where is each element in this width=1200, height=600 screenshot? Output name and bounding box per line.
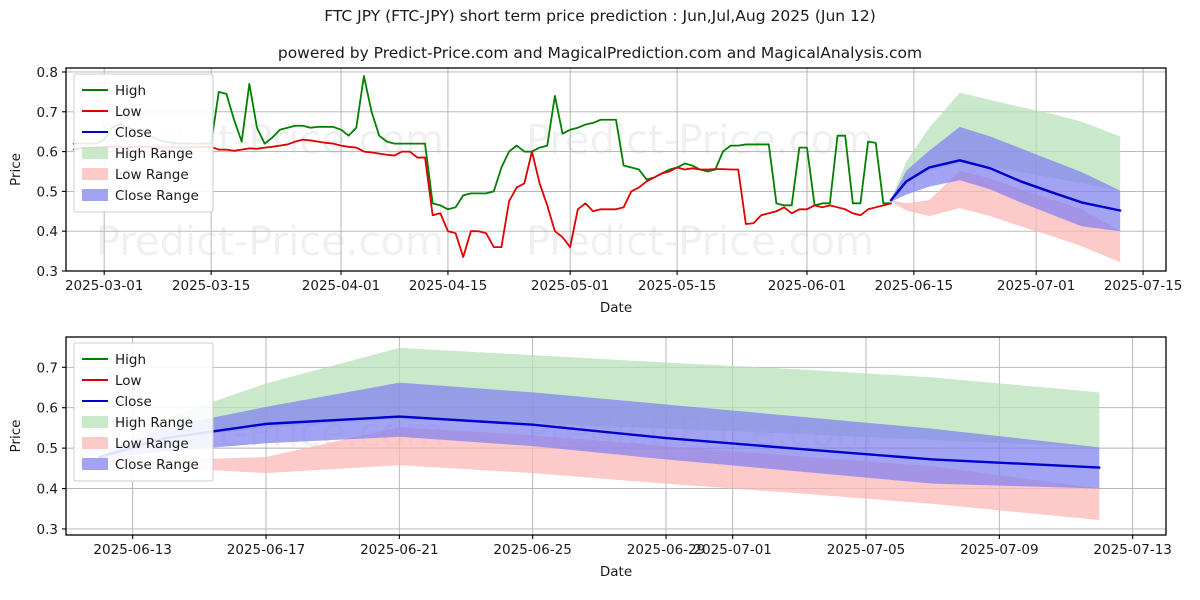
series-line-close	[889, 159, 1122, 212]
legend-band-swatch	[82, 168, 108, 180]
xtick-label: 2025-06-01	[768, 278, 846, 294]
legend-item-high-range[interactable]: High Range	[82, 146, 193, 162]
lower-chart-yaxis-label: Price	[8, 420, 24, 453]
legend-label: Close	[115, 394, 152, 410]
xtick-label: 2025-06-15	[875, 278, 953, 294]
lower-chart-xaxis-label: Date	[600, 564, 632, 580]
watermark-text: Predict-Price.com	[526, 117, 874, 163]
ytick-label: 0.3	[37, 264, 58, 280]
legend-item-close-range[interactable]: Close Range	[82, 457, 199, 473]
xtick-label: 2025-07-15	[1104, 278, 1182, 294]
legend-item-close[interactable]: Close	[82, 394, 152, 410]
ytick-label: 0.8	[37, 65, 58, 81]
ytick-label: 0.5	[37, 184, 58, 200]
xtick-label: 2025-03-15	[172, 278, 250, 294]
legend-item-low-range[interactable]: Low Range	[82, 167, 189, 183]
legend-label: Low Range	[115, 167, 189, 183]
upper-chart-axes-frame	[65, 67, 1167, 272]
legend-band-swatch	[82, 458, 108, 470]
legend-label: Low	[115, 373, 142, 389]
watermark-text: Predict-Price.com	[96, 219, 444, 265]
upper-chart-legend: High Low Close High Range Low Range Close Ran…	[73, 73, 214, 213]
xtick-label: 2025-06-25	[493, 542, 571, 558]
ytick-label: 0.7	[37, 105, 58, 121]
upper-chart-xaxis-label: Date	[600, 300, 632, 316]
xtick-label: 2025-04-15	[409, 278, 487, 294]
legend-label: High	[115, 83, 146, 99]
legend-band-swatch	[82, 416, 108, 428]
ytick-label: 0.6	[37, 145, 58, 161]
legend-item-high[interactable]: High	[82, 83, 146, 99]
upper-chart: Predict-Price.com Predict-Price.com Predic…	[8, 65, 1182, 316]
xtick-label: 2025-03-01	[65, 278, 143, 294]
lower-chart-legend: High Low Close High Range Low Range Close Ran…	[73, 342, 214, 482]
xtick-label: 2025-07-01	[693, 542, 771, 558]
xtick-label: 2025-04-01	[302, 278, 380, 294]
legend-box	[73, 342, 214, 482]
xtick-label: 2025-06-29	[627, 542, 705, 558]
legend-band-swatch	[82, 437, 108, 449]
legend-item-high[interactable]: High	[82, 352, 146, 368]
page-title: FTC JPY (FTC-JPY) short term price predi…	[324, 7, 876, 25]
ytick-label: 0.3	[37, 522, 58, 538]
xtick-label: 2025-07-05	[827, 542, 905, 558]
xtick-label: 2025-05-15	[638, 278, 716, 294]
ytick-label: 0.4	[37, 224, 58, 240]
legend-label: Close Range	[115, 188, 199, 204]
legend-item-low[interactable]: Low	[82, 373, 142, 389]
ytick-label: 0.5	[37, 441, 58, 457]
legend-label: Close	[115, 125, 152, 141]
xtick-label: 2025-07-09	[960, 542, 1038, 558]
xtick-label: 2025-06-21	[360, 542, 438, 558]
legend-box	[73, 73, 214, 213]
xtick-label: 2025-07-13	[1093, 542, 1171, 558]
legend-band-swatch	[82, 189, 108, 201]
xtick-label: 2025-06-13	[93, 542, 171, 558]
legend-item-close-range[interactable]: Close Range	[82, 188, 199, 204]
legend-item-high-range[interactable]: High Range	[82, 415, 193, 431]
band-close-range	[99, 382, 1100, 489]
ytick-label: 0.7	[37, 360, 58, 376]
legend-item-close[interactable]: Close	[82, 125, 152, 141]
legend-label: Close Range	[115, 457, 199, 473]
band-close-range	[891, 126, 1121, 232]
ytick-label: 0.6	[37, 401, 58, 417]
xtick-label: 2025-07-01	[997, 278, 1075, 294]
legend-label: Low Range	[115, 436, 189, 452]
lower-chart: Predict-Price.comPredict-Price.com0.30.4…	[8, 336, 1172, 580]
legend-item-low[interactable]: Low	[82, 104, 142, 120]
legend-label: Low	[115, 104, 142, 120]
xtick-label: 2025-05-01	[531, 278, 609, 294]
legend-label: High	[115, 352, 146, 368]
legend-item-low-range[interactable]: Low Range	[82, 436, 189, 452]
xtick-label: 2025-06-17	[227, 542, 305, 558]
upper-chart-yaxis-label: Price	[8, 153, 24, 186]
legend-label: High Range	[115, 415, 193, 431]
band-low-range	[891, 170, 1121, 263]
legend-label: High Range	[115, 146, 193, 162]
legend-band-swatch	[82, 147, 108, 159]
ytick-label: 0.4	[37, 482, 58, 498]
watermark-text: Predict-Price.com	[526, 219, 874, 265]
upper-chart-watermark-group: Predict-Price.com Predict-Price.com Predic…	[96, 117, 874, 265]
band-low-range	[99, 427, 1100, 521]
lower-chart-axes-frame	[65, 336, 1167, 536]
page-subtitle: powered by Predict-Price.com and Magical…	[277, 44, 923, 62]
